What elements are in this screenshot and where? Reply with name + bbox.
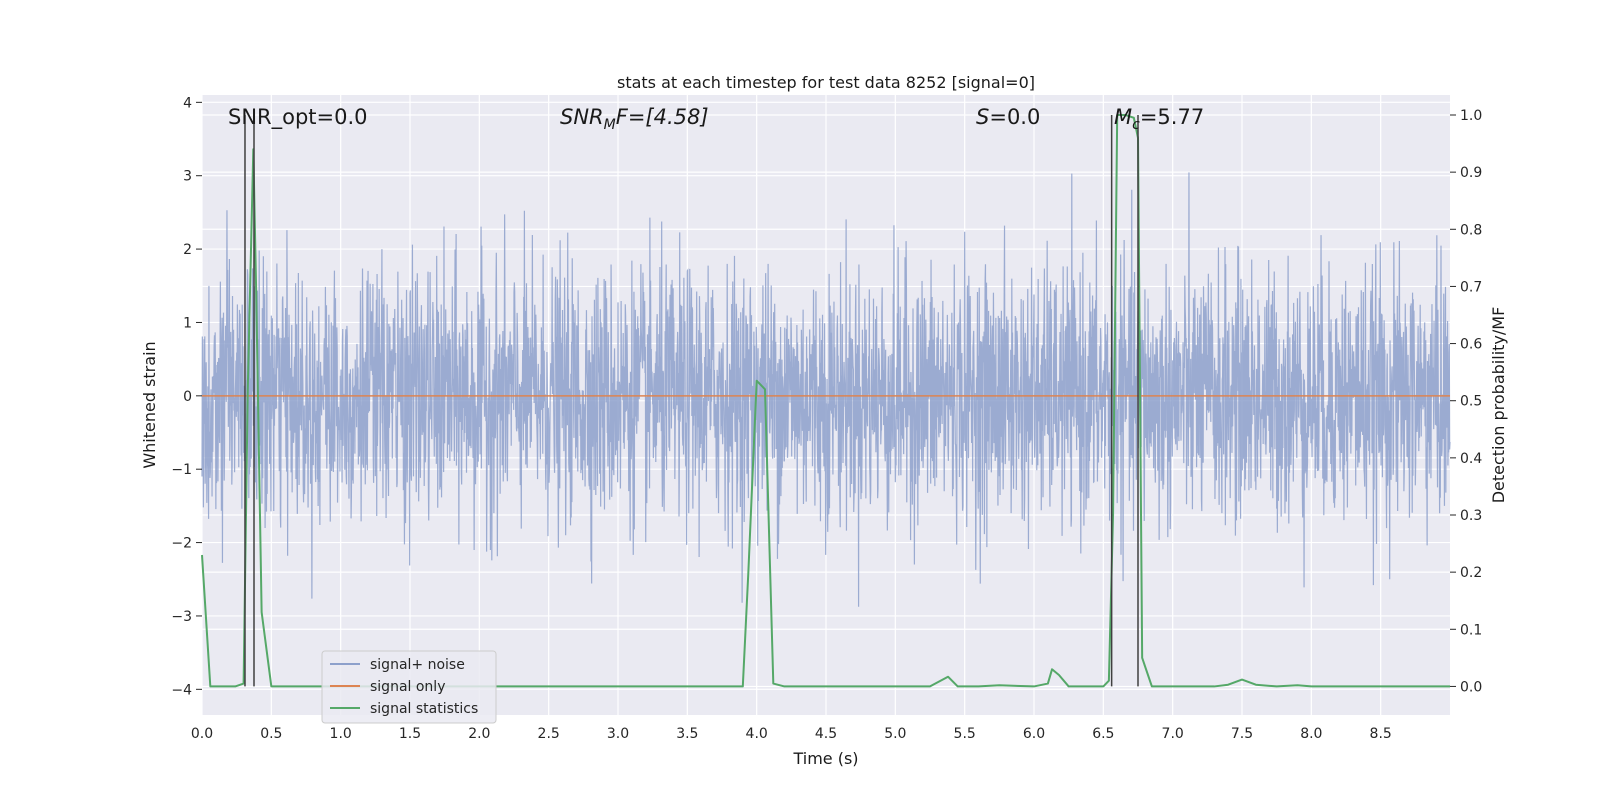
annotation-snr-opt: SNR_opt=0.0 bbox=[228, 105, 368, 130]
annotation-snr-mf-sub: M bbox=[604, 117, 616, 133]
y-right-tick-label: 0.3 bbox=[1460, 508, 1482, 524]
x-tick-label: 2.5 bbox=[538, 726, 560, 742]
x-tick-label: 5.5 bbox=[954, 726, 976, 742]
signal-statistics-series bbox=[201, 114, 1450, 688]
annotation-snr-mf-rest: F=[4.58] bbox=[616, 105, 709, 129]
legend-label-signal-noise: signal+ noise bbox=[370, 657, 465, 673]
x-tick-label: 1.5 bbox=[399, 726, 421, 742]
annotation-s-main: S bbox=[976, 105, 989, 129]
x-tick-label: 5.0 bbox=[884, 726, 906, 742]
annotation-s-rest: =0.0 bbox=[989, 105, 1040, 129]
x-tick-label: 0.5 bbox=[260, 726, 282, 742]
y-right-tick-label: 0.6 bbox=[1460, 337, 1482, 353]
x-tick-label: 8.0 bbox=[1300, 726, 1322, 742]
x-tick-label: 3.0 bbox=[607, 726, 629, 742]
x-tick-label: 8.5 bbox=[1370, 726, 1392, 742]
x-tick-label: 6.5 bbox=[1092, 726, 1114, 742]
legend: signal+ noise signal only signal statist… bbox=[321, 650, 497, 724]
y-right-tick-label: 1.0 bbox=[1460, 108, 1482, 124]
signal-noise-series bbox=[201, 172, 1451, 607]
y-tick-label: 2 bbox=[183, 242, 192, 258]
signal-statistics-line bbox=[201, 114, 1450, 688]
y-tick-label: −2 bbox=[171, 536, 192, 552]
legend-box bbox=[321, 650, 497, 724]
annotation-mc-sub: c bbox=[1132, 117, 1140, 133]
annotation-mc-rest: =5.77 bbox=[1140, 105, 1204, 129]
legend-label-signal-statistics: signal statistics bbox=[370, 701, 478, 717]
x-axis-ticks: 0.0 0.5 1.0 1.5 2.0 2.5 3.0 3.5 4.0 4.5 5.0 5.5 6.0 6… bbox=[191, 726, 1392, 742]
y-tick-label: 4 bbox=[183, 95, 192, 111]
y-tick-label: −4 bbox=[171, 682, 192, 698]
y-right-tick-label: 0.7 bbox=[1460, 279, 1482, 295]
y-right-axis-label: Detection probability/MF bbox=[1489, 307, 1508, 504]
y-tick-label: −3 bbox=[171, 609, 192, 625]
annotation-snr-mf-main: SNR bbox=[560, 105, 604, 129]
annotation-mc-main: M bbox=[1114, 105, 1132, 129]
y-tick-label: 3 bbox=[183, 169, 192, 185]
signal-noise-line bbox=[201, 172, 1451, 607]
x-tick-label: 4.0 bbox=[746, 726, 768, 742]
x-tick-label: 1.0 bbox=[330, 726, 352, 742]
x-tick-label: 7.0 bbox=[1162, 726, 1184, 742]
x-tick-label: 3.5 bbox=[676, 726, 698, 742]
annotation-mc: Mc=5.77 bbox=[1114, 105, 1204, 133]
y-tick-label: −1 bbox=[171, 462, 192, 478]
y-tick-label: 0 bbox=[183, 389, 192, 405]
y-right-tick-label: 0.4 bbox=[1460, 451, 1482, 467]
y-right-tick-label: 0.9 bbox=[1460, 165, 1482, 181]
annotation-s: S=0.0 bbox=[976, 105, 1040, 129]
y-right-tick-label: 0.0 bbox=[1460, 679, 1482, 695]
y-right-tick-label: 0.5 bbox=[1460, 394, 1482, 410]
x-axis-label: Time (s) bbox=[792, 749, 858, 768]
x-tick-label: 6.0 bbox=[1023, 726, 1045, 742]
annotation-snr-mf: SNRMF=[4.58] bbox=[560, 105, 709, 133]
y-axis-ticks: 4 3 2 1 0 −1 −2 −3 −4 bbox=[171, 95, 202, 698]
x-tick-label: 7.5 bbox=[1231, 726, 1253, 742]
chart-title: stats at each timestep for test data 825… bbox=[617, 73, 1035, 92]
x-tick-label: 0.0 bbox=[191, 726, 213, 742]
y-right-tick-label: 0.8 bbox=[1460, 222, 1482, 238]
legend-label-signal-only: signal only bbox=[370, 679, 445, 695]
y-right-tick-label: 0.1 bbox=[1460, 622, 1482, 638]
x-tick-label: 2.0 bbox=[468, 726, 490, 742]
x-tick-label: 4.5 bbox=[815, 726, 837, 742]
y-axis-label: Whitened strain bbox=[140, 341, 159, 468]
y-right-axis-ticks: 1.0 0.9 0.8 0.7 0.6 0.5 0.4 0.3 0.2 0.1 0.0 bbox=[1450, 108, 1482, 695]
y-tick-label: 1 bbox=[183, 315, 192, 331]
vertical-markers bbox=[244, 115, 1139, 687]
y-right-tick-label: 0.2 bbox=[1460, 565, 1482, 581]
